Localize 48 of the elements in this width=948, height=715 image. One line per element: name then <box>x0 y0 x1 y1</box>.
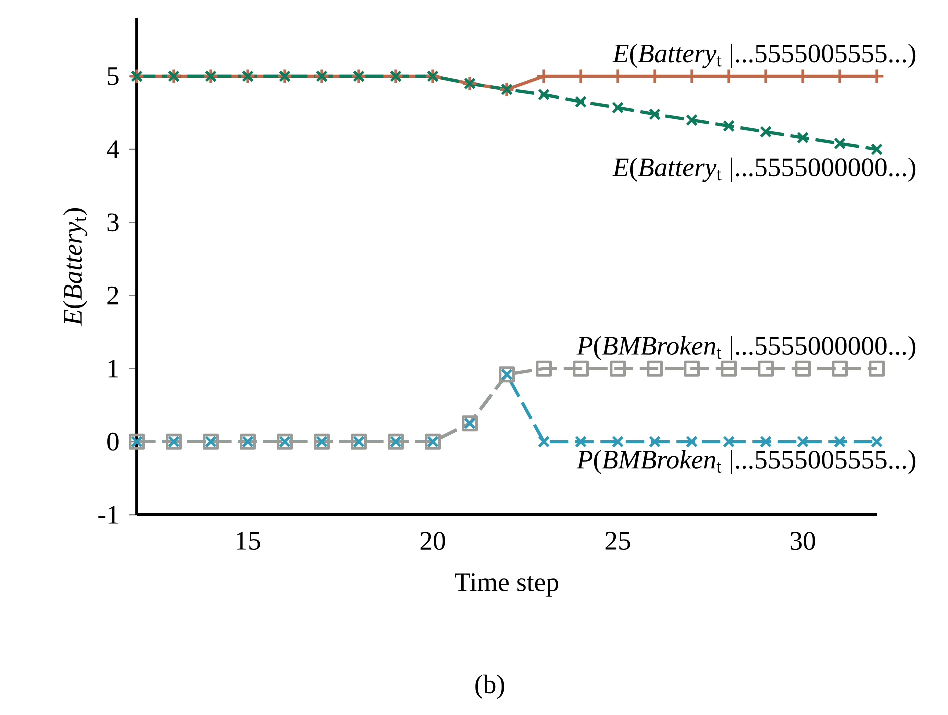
point <box>684 360 700 377</box>
x-tick-label: 30 <box>790 532 816 550</box>
y-tick-label: 2 <box>108 286 118 305</box>
y-axis-title: E(Battery$_{t}$) <box>63 208 88 326</box>
point <box>870 144 884 156</box>
y-tick-label: -1 <box>98 506 118 524</box>
series-label: E(Battery$_{t}$ |...5555000000...) <box>612 158 916 182</box>
point <box>612 102 624 114</box>
point <box>795 360 812 377</box>
y-tick-label: 0 <box>108 432 119 451</box>
point <box>686 114 698 126</box>
point <box>870 436 884 448</box>
series-label: E(Battery$_{t}$ |...5555005555...) <box>612 44 916 68</box>
point <box>760 436 772 448</box>
point <box>574 96 588 108</box>
point <box>612 436 624 448</box>
point <box>648 436 662 448</box>
point <box>538 88 550 101</box>
x-tick-label: 20 <box>420 532 446 550</box>
point <box>758 360 774 377</box>
point <box>760 126 772 138</box>
point <box>610 360 626 377</box>
point <box>834 138 846 150</box>
point <box>573 360 590 377</box>
point <box>722 120 736 132</box>
x-tick-label: 15 <box>237 532 260 550</box>
point <box>574 436 588 448</box>
point <box>648 108 662 121</box>
point <box>796 436 810 448</box>
point <box>686 436 698 448</box>
point <box>538 436 550 448</box>
point <box>832 360 848 377</box>
x-axis-title: Time step <box>455 574 558 597</box>
series-label: P(BMBroken$_{t}$ |...5555000000...) <box>576 336 916 361</box>
point <box>722 436 736 448</box>
x-tick-label: 25 <box>606 532 630 550</box>
series-label: P(BMBroken$_{t}$ |...5555005555...) <box>576 450 916 474</box>
text: (b) <box>476 674 504 700</box>
point <box>834 436 846 448</box>
y-tick-label: 1 <box>108 360 118 378</box>
y-tick-label: 4 <box>107 140 120 158</box>
y-tick-label: 3 <box>108 214 119 232</box>
point <box>647 360 664 377</box>
point <box>869 360 886 377</box>
point <box>796 132 810 144</box>
point <box>536 360 552 377</box>
point <box>721 360 738 377</box>
y-tick-label: 5 <box>108 68 119 86</box>
